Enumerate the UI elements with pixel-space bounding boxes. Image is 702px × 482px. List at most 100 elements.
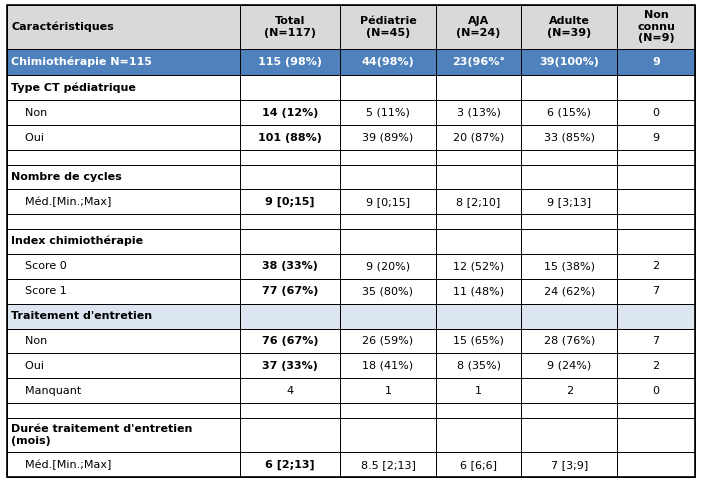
- Bar: [617, 164, 695, 189]
- Text: Type CT pédiatrique: Type CT pédiatrique: [11, 82, 136, 93]
- Bar: [436, 75, 521, 100]
- Text: 6 [6;6]: 6 [6;6]: [460, 460, 497, 470]
- Bar: [436, 329, 521, 353]
- Bar: [521, 329, 617, 353]
- Bar: [7, 189, 240, 214]
- Bar: [340, 418, 436, 452]
- Bar: [240, 353, 340, 378]
- Text: Manquant: Manquant: [11, 386, 81, 396]
- Text: 9: 9: [653, 133, 660, 143]
- Bar: [240, 125, 340, 150]
- Text: Caractéristiques: Caractéristiques: [11, 22, 114, 32]
- Text: 76 (67%): 76 (67%): [262, 336, 318, 346]
- Bar: [240, 378, 340, 403]
- Text: Non
connu
(N=9): Non connu (N=9): [637, 10, 675, 43]
- Bar: [7, 254, 240, 279]
- Bar: [436, 279, 521, 304]
- Bar: [340, 229, 436, 254]
- Text: Index chimiothérapie: Index chimiothérapie: [11, 236, 143, 246]
- Text: 6 (15%): 6 (15%): [548, 107, 591, 118]
- Bar: [240, 329, 340, 353]
- Text: 9 [3;13]: 9 [3;13]: [547, 197, 591, 207]
- Bar: [240, 418, 340, 452]
- Bar: [617, 5, 695, 49]
- Text: 7 [3;9]: 7 [3;9]: [550, 460, 588, 470]
- Text: 3 (13%): 3 (13%): [457, 107, 501, 118]
- Text: 0: 0: [653, 107, 660, 118]
- Bar: [436, 304, 521, 329]
- Text: 0: 0: [653, 386, 660, 396]
- Text: Oui: Oui: [11, 361, 44, 371]
- Bar: [240, 5, 340, 49]
- Text: 2: 2: [653, 261, 660, 271]
- Bar: [340, 304, 436, 329]
- Text: 15 (65%): 15 (65%): [453, 336, 504, 346]
- Text: 39 (89%): 39 (89%): [362, 133, 413, 143]
- Bar: [436, 254, 521, 279]
- Bar: [617, 353, 695, 378]
- Text: 2: 2: [653, 361, 660, 371]
- Bar: [7, 214, 240, 229]
- Bar: [521, 378, 617, 403]
- Bar: [240, 254, 340, 279]
- Bar: [617, 418, 695, 452]
- Text: 9 (24%): 9 (24%): [547, 361, 591, 371]
- Text: 11 (48%): 11 (48%): [453, 286, 504, 296]
- Text: 2: 2: [566, 386, 573, 396]
- Bar: [340, 5, 436, 49]
- Bar: [240, 229, 340, 254]
- Text: Total
(N=117): Total (N=117): [264, 16, 316, 38]
- Bar: [617, 49, 695, 75]
- Bar: [7, 164, 240, 189]
- Text: Adulte
(N=39): Adulte (N=39): [547, 16, 591, 38]
- Bar: [521, 452, 617, 477]
- Bar: [436, 189, 521, 214]
- Bar: [617, 214, 695, 229]
- Bar: [7, 100, 240, 125]
- Bar: [521, 353, 617, 378]
- Text: 28 (76%): 28 (76%): [543, 336, 595, 346]
- Bar: [7, 353, 240, 378]
- Bar: [521, 100, 617, 125]
- Bar: [436, 353, 521, 378]
- Bar: [340, 49, 436, 75]
- Bar: [436, 5, 521, 49]
- Text: Durée traitement d'entretien
(mois): Durée traitement d'entretien (mois): [11, 424, 192, 446]
- Text: Score 1: Score 1: [11, 286, 67, 296]
- Bar: [436, 403, 521, 418]
- Bar: [521, 49, 617, 75]
- Bar: [617, 378, 695, 403]
- Text: Méd.[Min.;Max]: Méd.[Min.;Max]: [11, 459, 112, 470]
- Text: Pédiatrie
(N=45): Pédiatrie (N=45): [359, 16, 416, 38]
- Bar: [240, 279, 340, 304]
- Text: 20 (87%): 20 (87%): [453, 133, 504, 143]
- Text: 9: 9: [652, 57, 660, 67]
- Text: 7: 7: [653, 336, 660, 346]
- Bar: [340, 150, 436, 164]
- Bar: [340, 125, 436, 150]
- Bar: [7, 5, 240, 49]
- Text: 9 [0;15]: 9 [0;15]: [265, 197, 314, 207]
- Bar: [340, 189, 436, 214]
- Text: AJA
(N=24): AJA (N=24): [456, 16, 501, 38]
- Bar: [521, 189, 617, 214]
- Text: 9 (20%): 9 (20%): [366, 261, 410, 271]
- Text: 8.5 [2;13]: 8.5 [2;13]: [361, 460, 416, 470]
- Bar: [521, 403, 617, 418]
- Bar: [240, 100, 340, 125]
- Bar: [340, 378, 436, 403]
- Bar: [340, 254, 436, 279]
- Text: Score 0: Score 0: [11, 261, 67, 271]
- Bar: [340, 329, 436, 353]
- Text: 23(96%°: 23(96%°: [452, 57, 505, 67]
- Bar: [240, 150, 340, 164]
- Text: 14 (12%): 14 (12%): [262, 107, 318, 118]
- Text: 77 (67%): 77 (67%): [262, 286, 318, 296]
- Bar: [240, 189, 340, 214]
- Text: 8 [2;10]: 8 [2;10]: [456, 197, 501, 207]
- Text: 35 (80%): 35 (80%): [362, 286, 413, 296]
- Bar: [617, 254, 695, 279]
- Text: Nombre de cycles: Nombre de cycles: [11, 172, 122, 182]
- Text: Non: Non: [11, 107, 48, 118]
- Bar: [240, 75, 340, 100]
